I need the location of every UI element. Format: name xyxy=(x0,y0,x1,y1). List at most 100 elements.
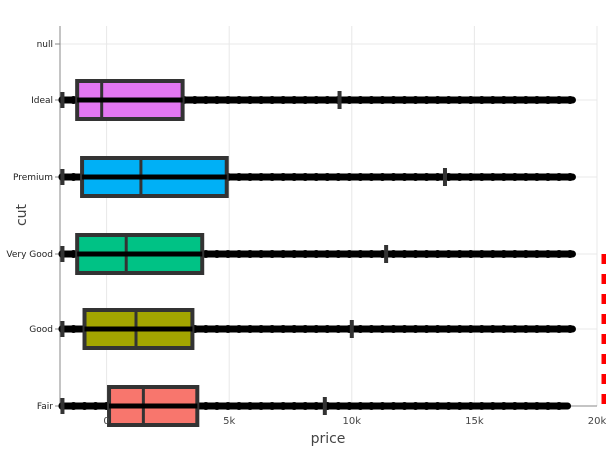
outlier-point xyxy=(466,325,475,333)
outlier-point xyxy=(323,173,332,181)
outlier-point xyxy=(566,96,575,104)
outlier-point xyxy=(477,250,486,258)
outlier-point xyxy=(477,402,486,410)
outlier-point xyxy=(212,325,221,333)
outlier-point xyxy=(201,402,210,410)
outlier-point xyxy=(378,96,387,104)
outlier-point xyxy=(378,402,387,410)
outlier-point xyxy=(367,325,376,333)
outlier-point xyxy=(510,250,519,258)
x-tick-label: 0 xyxy=(103,416,109,427)
outlier-point xyxy=(246,173,255,181)
outlier-point xyxy=(422,325,431,333)
outlier-point xyxy=(268,96,277,104)
outlier-point xyxy=(268,325,277,333)
outlier-point xyxy=(400,250,409,258)
outlier-point xyxy=(356,325,365,333)
x-tick-label: 15k xyxy=(465,416,484,427)
outlier-point xyxy=(488,250,497,258)
outlier-point xyxy=(301,173,310,181)
outlier-point xyxy=(411,250,420,258)
outlier-point xyxy=(389,173,398,181)
outlier-point xyxy=(532,250,541,258)
box-marks xyxy=(58,79,576,427)
outlier-point xyxy=(301,325,310,333)
outlier-point xyxy=(301,250,310,258)
outlier-point xyxy=(422,96,431,104)
outlier-point xyxy=(455,325,464,333)
outlier-point xyxy=(444,325,453,333)
outlier-point xyxy=(433,96,442,104)
outlier-point xyxy=(488,173,497,181)
x-axis-title: price xyxy=(311,431,346,446)
outlier-point xyxy=(466,96,475,104)
outlier-point xyxy=(212,250,221,258)
y-axis-title: cut xyxy=(14,203,30,226)
outlier-point xyxy=(235,96,243,104)
outlier-point xyxy=(279,325,288,333)
outlier-point xyxy=(91,402,100,410)
outlier-point xyxy=(477,173,486,181)
axis-labels: price cut 0 5k 10k 15k 20k null Ideal Premium Ve… xyxy=(6,40,606,447)
outlier-point xyxy=(433,250,442,258)
outlier-point xyxy=(455,96,464,104)
outlier-point xyxy=(499,173,508,181)
outlier-point xyxy=(532,96,541,104)
outlier-point xyxy=(411,325,420,333)
outlier-point xyxy=(389,96,398,104)
outlier-point xyxy=(323,325,332,333)
outlier-point xyxy=(510,96,519,104)
outlier-point xyxy=(444,96,453,104)
outlier-point xyxy=(190,96,199,104)
y-tick-label: Premium xyxy=(13,173,53,183)
box-very-good xyxy=(58,233,576,275)
box-good xyxy=(58,308,576,350)
outlier-point xyxy=(400,96,409,104)
outlier-point xyxy=(235,250,243,258)
outlier-point xyxy=(521,173,530,181)
outlier-point xyxy=(521,325,530,333)
outlier-point xyxy=(455,402,464,410)
outlier-point xyxy=(566,173,575,181)
outlier-point xyxy=(367,402,376,410)
outlier-point xyxy=(356,173,365,181)
outlier-point xyxy=(312,325,321,333)
outlier-point xyxy=(257,250,266,258)
outlier-point xyxy=(235,402,243,410)
y-tick-label: Good xyxy=(29,325,53,335)
outlier-point xyxy=(543,325,552,333)
outlier-point xyxy=(543,402,552,410)
outlier-point xyxy=(290,402,299,410)
outlier-point xyxy=(334,402,343,410)
outlier-point xyxy=(80,402,89,410)
outlier-point xyxy=(433,402,442,410)
outlier-point xyxy=(422,250,431,258)
outlier-point xyxy=(499,402,508,410)
outlier-point xyxy=(521,402,530,410)
box-premium xyxy=(58,156,576,198)
outlier-point xyxy=(312,250,321,258)
outlier-point xyxy=(433,173,442,181)
outlier-point xyxy=(543,96,552,104)
outlier-point xyxy=(268,173,277,181)
outlier-point xyxy=(554,250,563,258)
outlier-point xyxy=(334,173,343,181)
outlier-point xyxy=(488,325,497,333)
y-tick-label: Ideal xyxy=(31,96,53,106)
outlier-point xyxy=(532,402,541,410)
outlier-point xyxy=(257,325,266,333)
x-tick-label: 5k xyxy=(223,416,235,427)
outlier-point xyxy=(466,402,475,410)
outlier-point xyxy=(411,96,420,104)
outlier-point xyxy=(257,96,266,104)
outlier-point xyxy=(212,402,221,410)
outlier-point xyxy=(411,173,420,181)
outlier-point xyxy=(279,402,288,410)
outlier-point xyxy=(422,173,431,181)
outlier-point xyxy=(499,325,508,333)
outlier-point xyxy=(223,96,232,104)
outlier-point xyxy=(477,325,486,333)
outlier-point xyxy=(290,250,299,258)
